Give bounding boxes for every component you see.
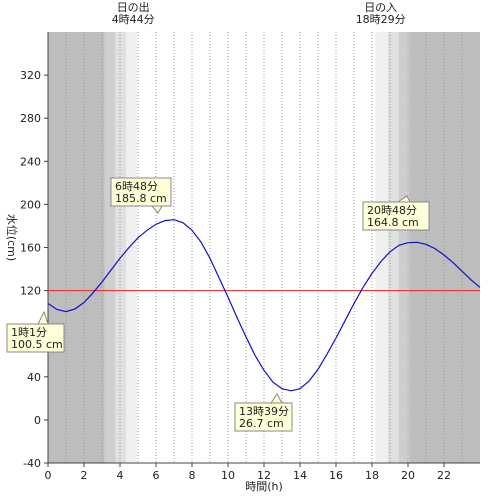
- sunrise-label: 日の出: [117, 0, 150, 14]
- y-tick-label: 280: [20, 112, 41, 125]
- y-tick-label: 40: [27, 371, 41, 384]
- callout-pointer: [396, 195, 411, 203]
- callout-pointer: [150, 205, 163, 214]
- x-tick-label: 0: [45, 469, 52, 482]
- sunset-label: 日の入: [364, 1, 397, 14]
- callout-time: 6時48分: [115, 180, 158, 193]
- x-tick-label: 16: [329, 469, 343, 482]
- callout-value: 100.5 cm: [11, 338, 63, 351]
- sunset-time: 18時29分: [356, 13, 406, 26]
- x-tick-label: 22: [437, 469, 451, 482]
- callout-pointer: [270, 393, 283, 404]
- callout-box: [234, 402, 293, 432]
- y-tick-label: 240: [20, 155, 41, 168]
- y-tick-label: -40: [23, 457, 41, 470]
- x-axis-label: 時間(h): [245, 480, 283, 493]
- x-tick-label: 18: [365, 469, 379, 482]
- callout-box: [110, 177, 172, 207]
- day-band: [136, 32, 376, 463]
- sunrise-time: 4時44分: [112, 13, 155, 26]
- callout-time: 1時1分: [11, 326, 47, 339]
- y-tick-label: 160: [20, 242, 41, 255]
- daylight-bands: [48, 32, 480, 463]
- series-group: [47, 219, 481, 392]
- x-tick-label: 20: [401, 469, 415, 482]
- y-tick-label: 320: [20, 69, 41, 82]
- axes: -400408012016020024028032002468101214161…: [20, 32, 480, 482]
- callout-value: 185.8 cm: [115, 192, 167, 205]
- y-tick-label: 120: [20, 285, 41, 298]
- tide-line: [47, 219, 481, 392]
- callout-box: [362, 201, 430, 231]
- callout-value: 26.7 cm: [239, 417, 284, 430]
- y-tick-label: 0: [34, 414, 41, 427]
- callout-time: 13時39分: [239, 405, 289, 418]
- x-tick-label: 8: [189, 469, 196, 482]
- x-tick-label: 10: [221, 469, 235, 482]
- y-tick-label: 200: [20, 198, 41, 211]
- callout-pointer: [37, 310, 49, 325]
- callout-box: [6, 323, 65, 353]
- callout-time: 20時48分: [367, 204, 417, 217]
- y-axis-label: 水位(cm): [5, 214, 19, 261]
- callout-value: 164.8 cm: [367, 216, 419, 229]
- x-tick-label: 14: [293, 469, 307, 482]
- x-tick-label: 12: [257, 469, 271, 482]
- x-tick-label: 6: [153, 469, 160, 482]
- x-tick-label: 4: [117, 469, 124, 482]
- x-tick-label: 2: [81, 469, 88, 482]
